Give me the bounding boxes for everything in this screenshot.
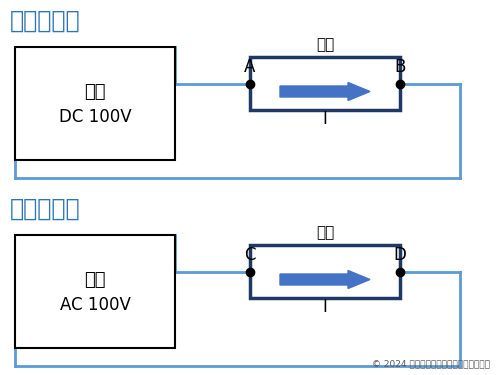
Text: I: I (322, 110, 328, 128)
Text: 抵抗: 抵抗 (316, 225, 334, 240)
Text: C: C (244, 246, 256, 264)
FancyArrow shape (280, 82, 370, 100)
Bar (15, 47, 175, 160)
Text: 電源: 電源 (84, 270, 106, 288)
Text: AC 100V: AC 100V (60, 297, 130, 315)
Text: 電源: 電源 (84, 82, 106, 100)
FancyArrow shape (280, 270, 370, 288)
Bar (15, 235, 175, 348)
Text: I: I (322, 297, 328, 315)
Text: A: A (244, 57, 256, 75)
Text: 抵抗: 抵抗 (316, 37, 334, 52)
Text: 交流の場合: 交流の場合 (10, 197, 80, 221)
Bar (250, 245, 400, 298)
Text: © 2024 いろいろいんふぉ，無断使用禁止: © 2024 いろいろいんふぉ，無断使用禁止 (372, 359, 490, 368)
Text: D: D (394, 246, 406, 264)
Text: DC 100V: DC 100V (58, 108, 132, 126)
Text: 直流の場合: 直流の場合 (10, 9, 80, 33)
Bar (250, 57, 400, 110)
Text: B: B (394, 57, 406, 75)
